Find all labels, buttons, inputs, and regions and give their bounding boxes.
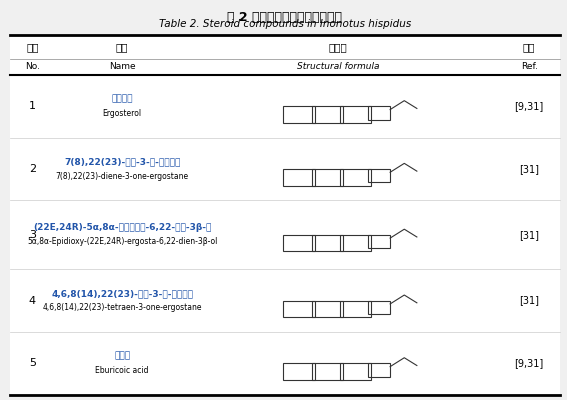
- Text: Eburicoic acid: Eburicoic acid: [95, 366, 149, 375]
- Text: Ref.: Ref.: [521, 62, 538, 72]
- Text: (22E,24R)-5α,8α-过氧麦角甾-6,22-二烯-3β-醇: (22E,24R)-5α,8α-过氧麦角甾-6,22-二烯-3β-醇: [33, 223, 211, 232]
- Bar: [284, 106, 315, 123]
- Text: [9,31]: [9,31]: [514, 358, 544, 368]
- Text: 序号: 序号: [26, 42, 39, 52]
- Text: Table 2. Steroid compounds in Inonotus hispidus: Table 2. Steroid compounds in Inonotus h…: [159, 19, 411, 29]
- Bar: [368, 235, 390, 248]
- Text: 1: 1: [29, 101, 36, 111]
- Text: 文献: 文献: [523, 42, 535, 52]
- Text: 名称: 名称: [116, 42, 128, 52]
- Text: 2: 2: [29, 164, 36, 174]
- Bar: [340, 300, 371, 317]
- Text: 5α,8α-Epidioxy-(22E,24R)-ergosta-6,22-dien-3β-ol: 5α,8α-Epidioxy-(22E,24R)-ergosta-6,22-di…: [27, 238, 217, 246]
- Text: Name: Name: [109, 62, 136, 72]
- Text: No.: No.: [25, 62, 40, 72]
- Text: 5: 5: [29, 358, 36, 368]
- Bar: [368, 300, 390, 314]
- Text: 4,6,8(14),22(23)-tetraen-3-one-ergostane: 4,6,8(14),22(23)-tetraen-3-one-ergostane: [43, 303, 202, 312]
- Bar: [284, 169, 315, 186]
- Bar: [284, 235, 315, 252]
- Bar: [311, 106, 343, 123]
- Text: 4,6,8(14),22(23)-四烯-3-酮-麦角甾烷: 4,6,8(14),22(23)-四烯-3-酮-麦角甾烷: [51, 289, 193, 298]
- Text: 表 2 粗毛纤孔菌中甾体类化合物: 表 2 粗毛纤孔菌中甾体类化合物: [227, 11, 342, 24]
- Bar: [340, 169, 371, 186]
- Text: [31]: [31]: [519, 164, 539, 174]
- Bar: [368, 363, 390, 377]
- Text: [9,31]: [9,31]: [514, 101, 544, 111]
- Text: 7(8),22(23)-二烯-3-酮-麦角甾烷: 7(8),22(23)-二烯-3-酮-麦角甾烷: [64, 157, 180, 166]
- Bar: [340, 363, 371, 380]
- Text: 齿孔酸: 齿孔酸: [114, 352, 130, 361]
- Text: 结构式: 结构式: [329, 42, 348, 52]
- Text: 麦角甾醇: 麦角甾醇: [112, 94, 133, 104]
- Bar: [368, 169, 390, 182]
- Text: 4: 4: [29, 296, 36, 306]
- Text: [31]: [31]: [519, 296, 539, 306]
- Text: 7(8),22(23)-diene-3-one-ergostane: 7(8),22(23)-diene-3-one-ergostane: [56, 172, 189, 180]
- Bar: [340, 235, 371, 252]
- Text: Ergosterol: Ergosterol: [103, 109, 142, 118]
- Bar: [368, 106, 390, 120]
- Text: Structural formula: Structural formula: [297, 62, 379, 72]
- Text: [31]: [31]: [519, 230, 539, 240]
- FancyBboxPatch shape: [10, 35, 560, 395]
- Bar: [311, 169, 343, 186]
- Bar: [311, 235, 343, 252]
- Bar: [311, 300, 343, 317]
- Bar: [311, 363, 343, 380]
- Bar: [284, 363, 315, 380]
- Text: 3: 3: [29, 230, 36, 240]
- Bar: [284, 300, 315, 317]
- Bar: [340, 106, 371, 123]
